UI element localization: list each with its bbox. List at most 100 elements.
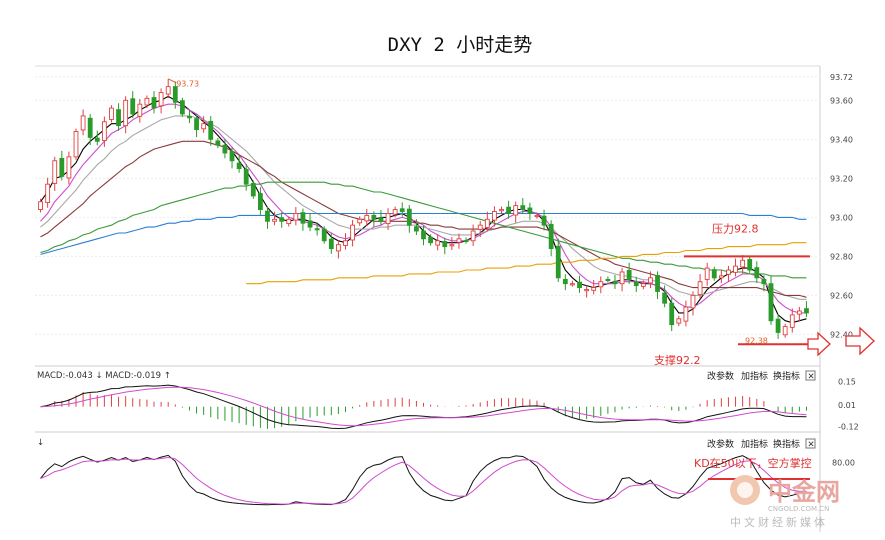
kd-header: ↓ xyxy=(37,438,44,448)
candle-body xyxy=(201,123,207,130)
candle-body xyxy=(754,267,760,279)
watermark-domain: CNGOLD.COM.CN xyxy=(768,505,829,513)
candle-body xyxy=(279,217,285,222)
candle-body xyxy=(59,157,65,177)
ma-line xyxy=(40,181,807,279)
candle-body xyxy=(697,281,703,296)
ma-line xyxy=(40,140,807,298)
macd-tick-label: 0.01 xyxy=(838,401,856,410)
y-tick-label: 92.60 xyxy=(830,291,853,300)
y-tick-label: 93.00 xyxy=(830,213,853,222)
candle-body xyxy=(328,238,334,250)
candle-body xyxy=(321,228,327,242)
candle-body xyxy=(740,259,746,268)
candle-body xyxy=(87,117,93,138)
candle-body xyxy=(570,283,575,286)
kd-params-button[interactable]: 改参数 xyxy=(707,438,734,450)
candle-body xyxy=(633,281,639,287)
watermark-slogan: 中文财经新媒体 xyxy=(730,515,828,529)
candle-body xyxy=(314,228,320,231)
candle-body xyxy=(38,201,43,210)
candle-body xyxy=(527,207,533,214)
candle-body xyxy=(655,275,660,292)
candle-body xyxy=(733,265,738,273)
kd-close-button[interactable] xyxy=(805,438,816,449)
kd-tick-label: 80.00 xyxy=(832,459,855,468)
kd-close-icon[interactable]: ✕ xyxy=(808,440,815,450)
candle-body xyxy=(499,209,504,212)
y-tick-label: 93.60 xyxy=(830,96,853,105)
candle-body xyxy=(286,218,292,225)
candle-body xyxy=(648,277,653,284)
candle-body xyxy=(747,259,753,271)
ma-line xyxy=(40,103,807,314)
candle-body xyxy=(711,269,717,279)
macd-dif-line xyxy=(40,384,807,430)
candle-body xyxy=(506,206,512,214)
arrow-right-icon xyxy=(845,326,875,356)
candle-body xyxy=(378,217,384,222)
price-axis: 93.72 93.60 93.40 93.20 93.00 92.80 92.60 92.40 xyxy=(830,73,853,339)
candle-body xyxy=(293,213,299,221)
support-label: 支撑92.2 xyxy=(654,353,701,367)
candle-body xyxy=(421,230,426,240)
y-tick-label: 93.20 xyxy=(830,174,853,183)
candle-body xyxy=(442,241,448,248)
candle-body xyxy=(555,245,561,279)
candle-body xyxy=(250,182,256,197)
candle-body xyxy=(307,220,313,228)
candle-body xyxy=(726,269,731,275)
arrow-right-icon xyxy=(807,331,831,357)
macd-swap-indicator-button[interactable]: 换指标 xyxy=(773,370,800,382)
candle-body xyxy=(449,244,455,247)
candle-body xyxy=(406,208,412,226)
y-tick-label: 92.80 xyxy=(830,252,853,261)
candle-body xyxy=(690,294,696,309)
y-tick-label: 92.40 xyxy=(830,330,853,339)
candle-body xyxy=(598,281,604,288)
macd-params-button[interactable]: 改参数 xyxy=(707,370,734,382)
candle-body xyxy=(548,223,554,250)
candle-body xyxy=(414,226,419,232)
candle-body xyxy=(612,280,618,285)
candle-body xyxy=(272,218,277,222)
y-tick-label: 93.72 xyxy=(830,73,853,82)
annotations: 93.73 压力92.8 支撑92.2 92.38 xyxy=(167,78,810,367)
candle-body xyxy=(463,239,469,243)
macd-close-button[interactable] xyxy=(805,370,816,381)
kd-swap-indicator-button[interactable]: 换指标 xyxy=(773,438,800,450)
candle-body xyxy=(591,287,597,291)
candle-body xyxy=(782,326,788,336)
macd-close-icon[interactable]: ✕ xyxy=(808,372,815,382)
macd-add-indicator-button[interactable]: 加指标 xyxy=(741,370,768,382)
candle-body xyxy=(804,308,809,314)
candles xyxy=(38,79,809,339)
candle-body xyxy=(626,269,632,281)
kd-d-line xyxy=(40,456,807,505)
y-tick-label: 93.40 xyxy=(830,135,853,144)
kd-panel: 80.00 KD在50以下，空方掌控 xyxy=(40,454,855,506)
candle-body xyxy=(300,212,306,224)
candle-body xyxy=(640,283,646,287)
candle-body xyxy=(335,244,341,252)
candle-body xyxy=(343,240,348,246)
candle-body xyxy=(484,218,490,228)
candle-body xyxy=(364,214,370,222)
candle-body xyxy=(123,99,129,127)
candle-body xyxy=(796,310,802,315)
candle-body xyxy=(492,211,497,221)
candle-body xyxy=(385,213,391,225)
candle-body xyxy=(534,214,540,218)
candle-body xyxy=(215,140,221,146)
ma-line xyxy=(40,115,807,300)
candle-body xyxy=(662,292,668,304)
candle-body xyxy=(513,205,519,216)
candle-body xyxy=(187,115,192,119)
candle-body xyxy=(357,218,363,224)
candle-body xyxy=(392,209,398,215)
kd-add-indicator-button[interactable]: 加指标 xyxy=(741,438,768,450)
candle-body xyxy=(194,118,199,131)
candle-body xyxy=(477,224,483,230)
candle-body xyxy=(350,224,355,241)
